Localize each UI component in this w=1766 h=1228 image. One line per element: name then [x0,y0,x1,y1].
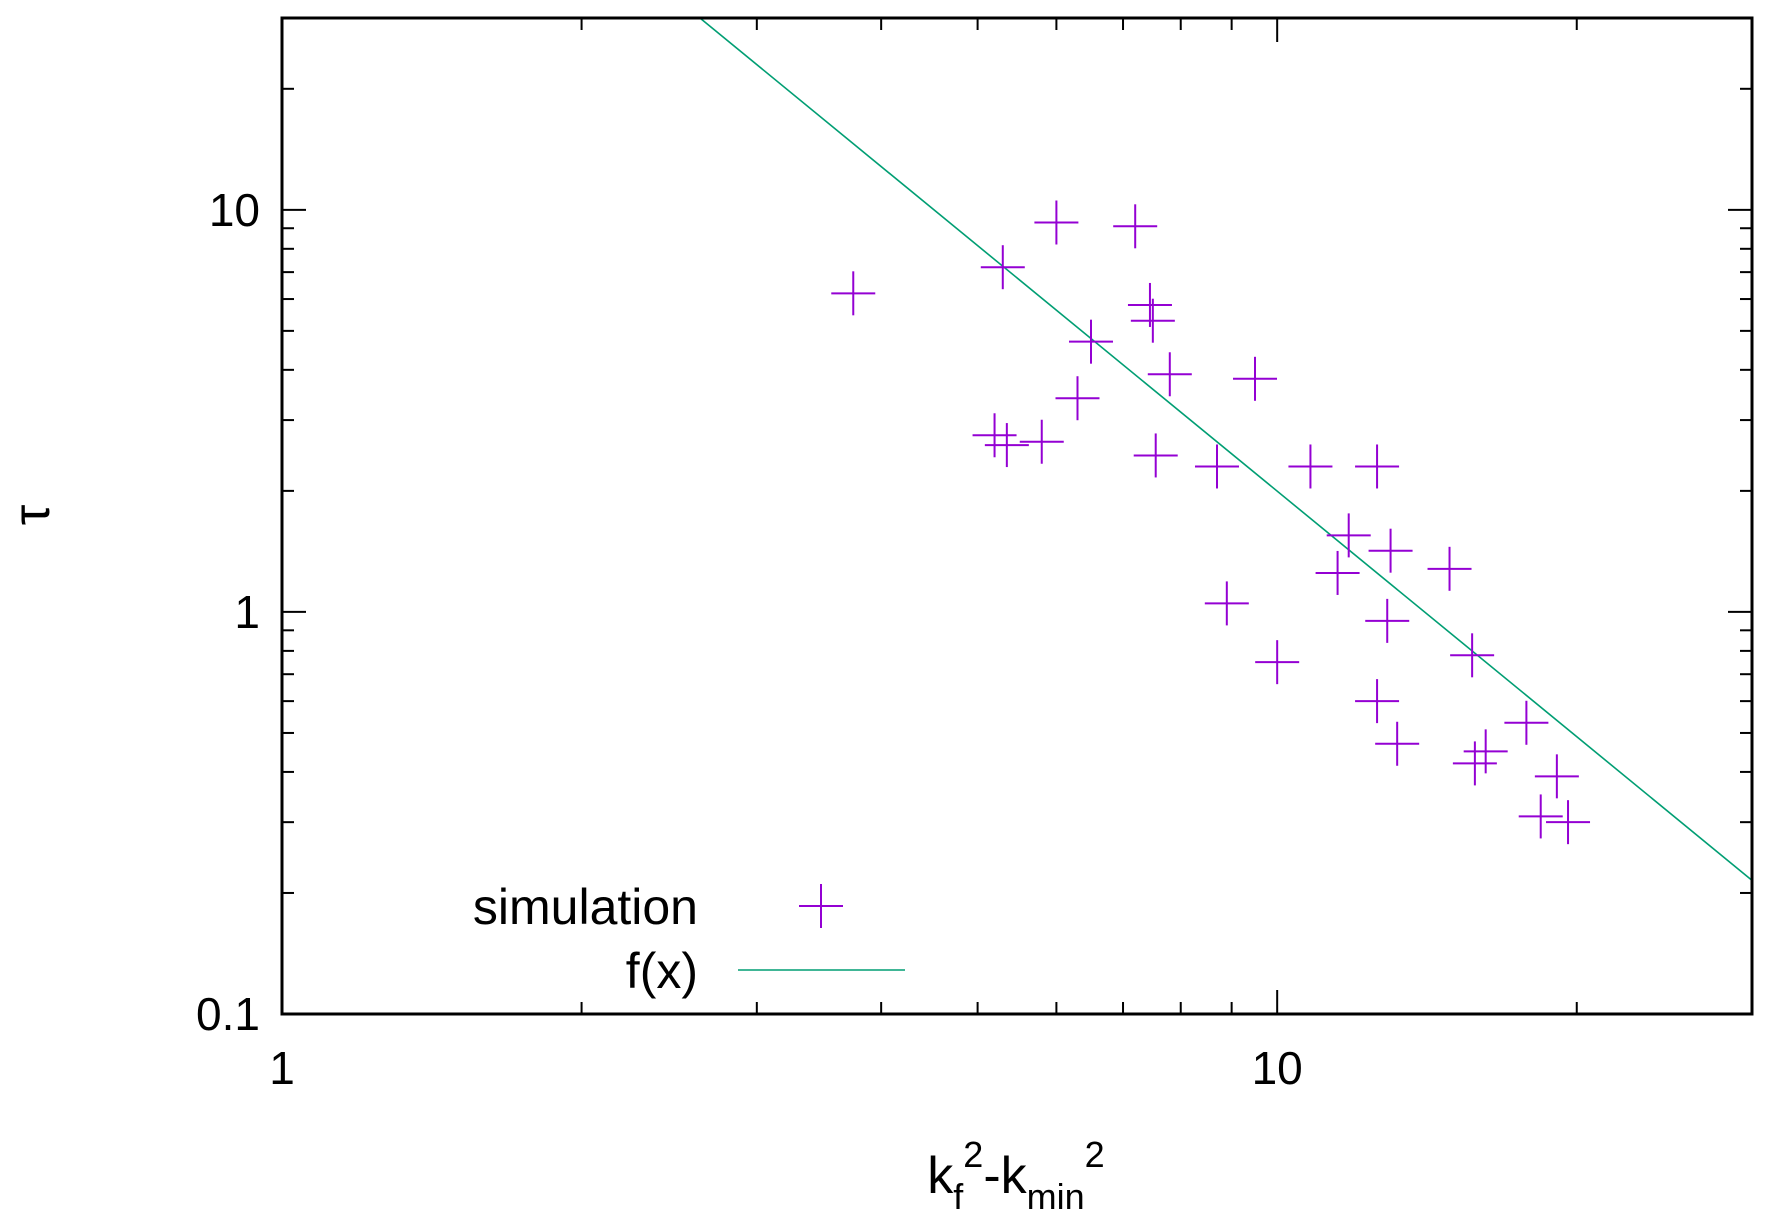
x-label-sub-f: f [953,1176,964,1217]
data-point [1504,700,1549,745]
data-point [1365,598,1410,643]
y-tick-label: 1 [234,586,260,638]
data-point [1233,356,1278,401]
data-point [1315,550,1360,595]
x-label-dash: - [983,1147,1000,1205]
data-point [831,271,876,316]
data-point [1034,200,1079,245]
data-point [1518,794,1563,839]
data-point [1194,444,1239,489]
data-point [1355,679,1400,724]
plot-frame [280,16,1754,1016]
y-tick-label: 10 [209,184,260,236]
legend-label-simulation: simulation [473,879,698,935]
data-point [1450,633,1495,678]
data-point [1546,800,1591,845]
data-point [1355,444,1400,489]
x-label-k: k [927,1147,954,1205]
data-point [1368,528,1413,573]
legend-plus-marker [799,884,843,928]
data-point [1375,721,1420,766]
x-tick-label: 1 [269,1042,295,1094]
data-point [1534,754,1579,799]
data-point [1068,319,1113,364]
data-point [1452,741,1497,786]
y-axis-label: τ [3,504,61,525]
fit-line [699,17,1753,881]
x-tick-label: 10 [1252,1042,1303,1094]
legend-label-fx: f(x) [626,943,698,999]
y-ticks: 0.1 1 10 [196,17,1752,1040]
data-point [1133,433,1178,478]
x-label-sup-2b: 2 [1085,1134,1105,1175]
data-point [1204,581,1249,626]
x-label-k2: k [1001,1147,1028,1205]
data-point [984,423,1029,468]
x-axis-label: kf2-kmin2 [927,1134,1104,1217]
data-point [1326,513,1371,558]
data-point [1055,376,1100,421]
legend-marker-simulation [799,884,843,928]
data-point [980,245,1025,290]
legend: simulation f(x) [473,879,905,999]
data-point [1427,546,1472,591]
y-tick-label: 0.1 [196,988,260,1040]
data-point [972,413,1017,458]
x-label-sub-min: min [1027,1176,1085,1217]
data-point [1113,204,1158,249]
data-point [1130,298,1175,343]
series-layer [699,17,1753,881]
data-point [1255,640,1300,685]
data-point [1147,352,1192,397]
data-point [1288,444,1333,489]
data-point [1019,419,1064,464]
data-point [1127,282,1172,327]
data-point [1463,729,1508,774]
x-label-sup-2a: 2 [963,1134,983,1175]
